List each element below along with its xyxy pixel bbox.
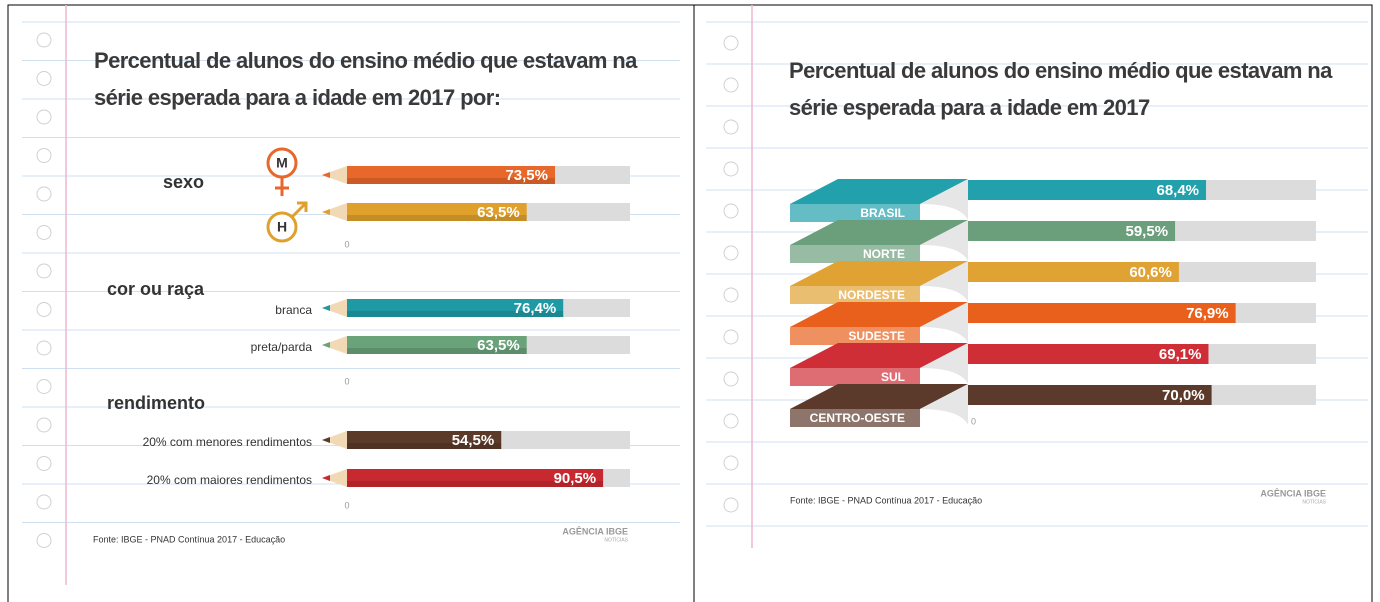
hole: [37, 264, 51, 278]
value-label: 70,0%: [1162, 387, 1205, 404]
category-label: NORDESTE: [838, 288, 905, 302]
category-label: BRASIL: [860, 206, 905, 220]
hole: [37, 72, 51, 86]
hole: [37, 495, 51, 509]
x-tick-label: 0: [344, 500, 349, 510]
x-tick-label: 0: [344, 239, 349, 249]
hole: [37, 418, 51, 432]
source: Fonte: IBGE - PNAD Contínua 2017 - Educa…: [790, 495, 982, 505]
value-label: 59,5%: [1126, 223, 1169, 240]
hole: [37, 457, 51, 471]
value-label: 73,5%: [505, 167, 548, 184]
pencil-lead: [322, 475, 330, 481]
value-label: 69,1%: [1159, 346, 1202, 363]
category-label: branca: [275, 303, 312, 317]
hole: [724, 372, 738, 386]
value-label: 76,4%: [514, 300, 557, 317]
x-tick-label: 0: [971, 416, 976, 426]
category-label: NORTE: [863, 247, 905, 261]
hole: [37, 341, 51, 355]
source: Fonte: IBGE - PNAD Contínua 2017 - Educa…: [93, 534, 285, 544]
pencil-lead: [322, 437, 330, 443]
category-label: preta/parda: [251, 340, 313, 354]
hole: [724, 78, 738, 92]
hole: [724, 498, 738, 512]
x-tick-label: 0: [344, 376, 349, 386]
hole: [37, 534, 51, 548]
hole: [37, 187, 51, 201]
hole: [724, 288, 738, 302]
hole: [37, 110, 51, 124]
group-label: rendimento: [107, 393, 205, 413]
category-label: SUDESTE: [848, 329, 905, 343]
logo: AGÊNCIA IBGE: [1260, 487, 1326, 498]
hole: [37, 149, 51, 163]
category-label: 20% com menores rendimentos: [143, 435, 312, 449]
value-label: 63,5%: [477, 337, 520, 354]
chart-title: Percentual de alunos do ensino médio que…: [94, 42, 654, 116]
pencil-lead: [322, 172, 330, 178]
value-label: 68,4%: [1156, 182, 1199, 199]
category-label: 20% com maiores rendimentos: [147, 473, 312, 487]
hole: [724, 120, 738, 134]
hole: [37, 226, 51, 240]
sex-icon-cross: [275, 177, 289, 196]
logo-sub: NOTÍCIAS: [1302, 498, 1326, 505]
value-label: 63,5%: [477, 204, 520, 221]
category-label: CENTRO-OESTE: [810, 411, 905, 425]
logo: AGÊNCIA IBGE: [562, 525, 628, 536]
hole: [724, 246, 738, 260]
hole: [724, 204, 738, 218]
group-label: sexo: [163, 172, 204, 192]
hole: [724, 162, 738, 176]
chart-title: Percentual de alunos do ensino médio que…: [789, 52, 1334, 126]
page: sexo 0 73,5% M 63,5% Hcor ou raça 0 76,4% branca…: [0, 0, 1380, 602]
hole: [37, 303, 51, 317]
hole: [37, 380, 51, 394]
value-label: 90,5%: [554, 470, 597, 487]
hole: [37, 33, 51, 47]
hole: [724, 414, 738, 428]
pencil-lead: [322, 305, 330, 311]
group-label: cor ou raça: [107, 279, 205, 299]
category-label: M: [276, 155, 288, 171]
value-label: 60,6%: [1129, 264, 1172, 281]
pencil-lead: [322, 342, 330, 348]
hole: [724, 36, 738, 50]
logo-sub: NOTÍCIAS: [604, 536, 628, 543]
value-label: 54,5%: [452, 432, 495, 449]
hole: [724, 456, 738, 470]
value-label: 76,9%: [1186, 305, 1229, 322]
category-label: SUL: [881, 370, 905, 384]
category-label: H: [277, 219, 287, 235]
hole: [724, 330, 738, 344]
